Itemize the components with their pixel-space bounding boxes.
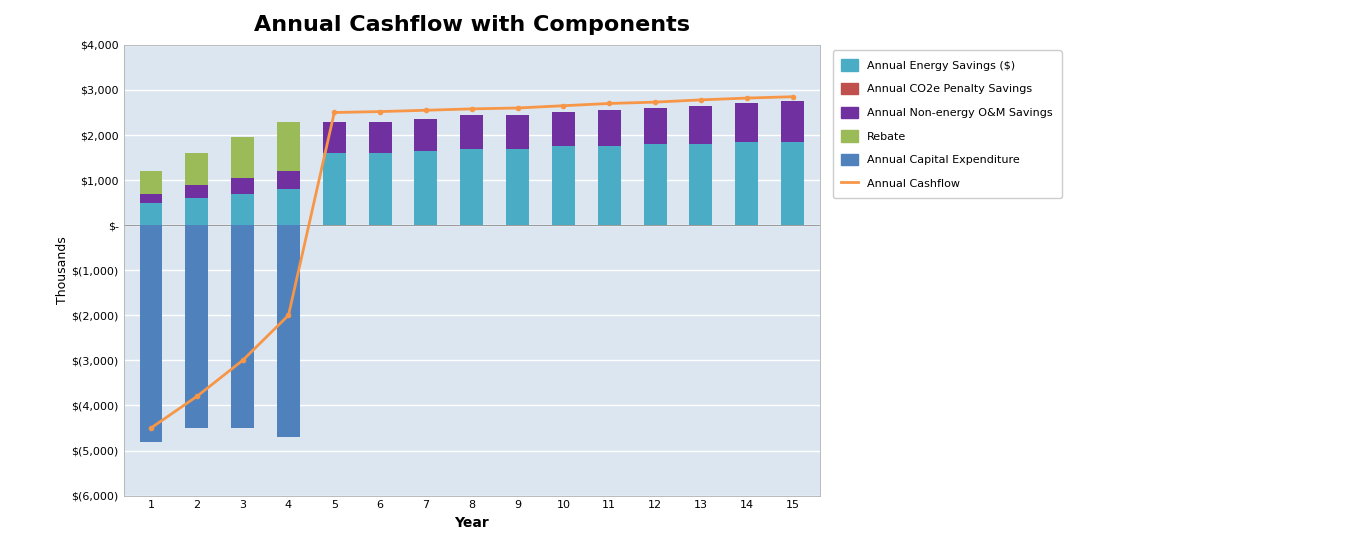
Bar [506,149,529,225]
Bar [231,137,254,178]
Bar [277,225,300,437]
Bar [782,101,805,142]
Bar [460,115,483,149]
Bar [231,225,254,428]
Y-axis label: Thousands: Thousands [55,237,69,304]
Bar [736,142,759,225]
Bar [460,149,483,225]
Bar [598,110,621,146]
Bar [139,171,162,193]
Bar [185,198,208,225]
Bar [736,104,759,142]
Bar [185,185,208,198]
Bar [506,115,529,149]
Bar [231,193,254,225]
Bar [139,203,162,225]
Bar [139,193,162,203]
Bar [644,144,667,225]
Title: Annual Cashflow with Components: Annual Cashflow with Components [254,15,690,35]
Bar [231,178,254,193]
Bar [414,151,437,225]
Bar [552,112,575,146]
Bar [690,144,713,225]
Legend: Annual Energy Savings ($), Annual CO2e Penalty Savings, Annual Non-energy O&M Sa: Annual Energy Savings ($), Annual CO2e P… [833,51,1061,198]
X-axis label: Year: Year [455,516,489,530]
Bar [598,146,621,225]
Bar [185,225,208,428]
Bar [277,122,300,171]
Bar [644,108,667,144]
Bar [782,142,805,225]
Bar [139,225,162,441]
Bar [277,171,300,189]
Bar [185,153,208,185]
Bar [369,153,391,225]
Bar [552,146,575,225]
Bar [690,106,713,144]
Bar [369,122,391,153]
Bar [414,119,437,151]
Bar [277,189,300,225]
Bar [323,153,346,225]
Bar [323,122,346,153]
